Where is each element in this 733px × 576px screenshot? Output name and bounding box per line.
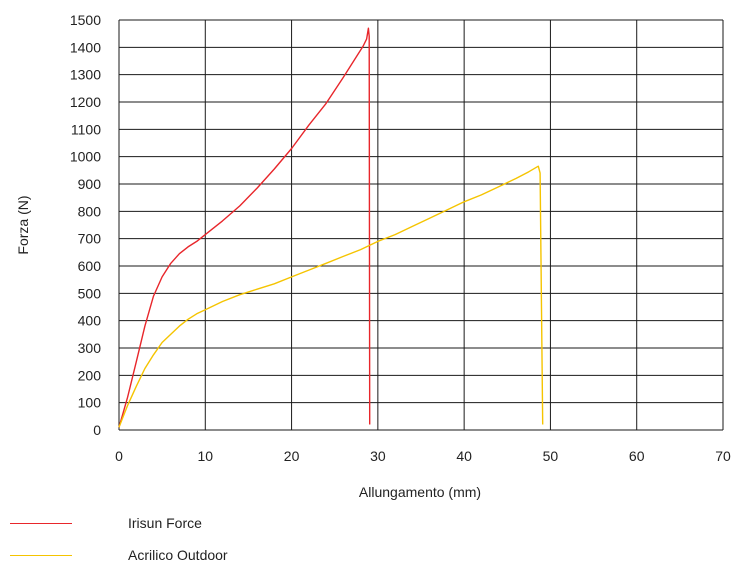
legend-swatch-irisun-force	[10, 522, 72, 524]
x-tick-label: 30	[370, 448, 386, 464]
x-tick-label: 60	[629, 448, 645, 464]
y-tick-label: 400	[78, 313, 102, 329]
y-tick-label: 900	[78, 176, 102, 192]
y-tick-label: 1500	[70, 12, 101, 28]
legend-item-acrilico-outdoor: Acrilico Outdoor	[10, 544, 228, 566]
y-tick-label: 600	[78, 258, 102, 274]
y-tick-label: 1300	[70, 67, 101, 83]
y-axis-ticks: 0 100 200 300 400 500 600 700 800 900 1000 1100 1200…	[70, 12, 101, 438]
y-tick-label: 1000	[70, 149, 101, 165]
x-axis-label: Allungamento (mm)	[359, 484, 481, 500]
y-tick-label: 800	[78, 203, 102, 219]
legend: Irisun Force Acrilico Outdoor	[10, 512, 228, 576]
y-tick-label: 1400	[70, 39, 101, 55]
series-line-irisun-force	[118, 27, 371, 428]
legend-item-irisun-force: Irisun Force	[10, 512, 228, 534]
x-tick-label: 10	[197, 448, 213, 464]
y-tick-label: 1100	[71, 121, 101, 137]
x-tick-label: 70	[715, 448, 731, 464]
y-tick-label: 300	[78, 340, 102, 356]
x-tick-label: 20	[284, 448, 300, 464]
y-tick-label: 0	[93, 422, 101, 438]
y-tick-label: 100	[78, 395, 102, 411]
x-axis-ticks: 0 10 20 30 40 50 60 70	[115, 448, 731, 464]
x-tick-label: 0	[115, 448, 123, 464]
legend-swatch-acrilico-outdoor	[10, 554, 72, 556]
series-line-acrilico-outdoor	[118, 165, 544, 428]
y-tick-label: 500	[78, 285, 102, 301]
y-tick-label: 1200	[70, 94, 101, 110]
grid	[118, 19, 724, 431]
legend-label-acrilico-outdoor: Acrilico Outdoor	[128, 547, 228, 563]
y-tick-label: 200	[78, 367, 102, 383]
legend-label-irisun-force: Irisun Force	[128, 515, 202, 531]
series-lines	[118, 27, 544, 428]
y-axis-label: Forza (N)	[15, 195, 31, 254]
x-tick-label: 40	[456, 448, 472, 464]
x-tick-label: 50	[543, 448, 559, 464]
line-chart: 0100200300400500600700800900100011001200…	[15, 12, 731, 500]
y-tick-label: 700	[78, 231, 102, 247]
